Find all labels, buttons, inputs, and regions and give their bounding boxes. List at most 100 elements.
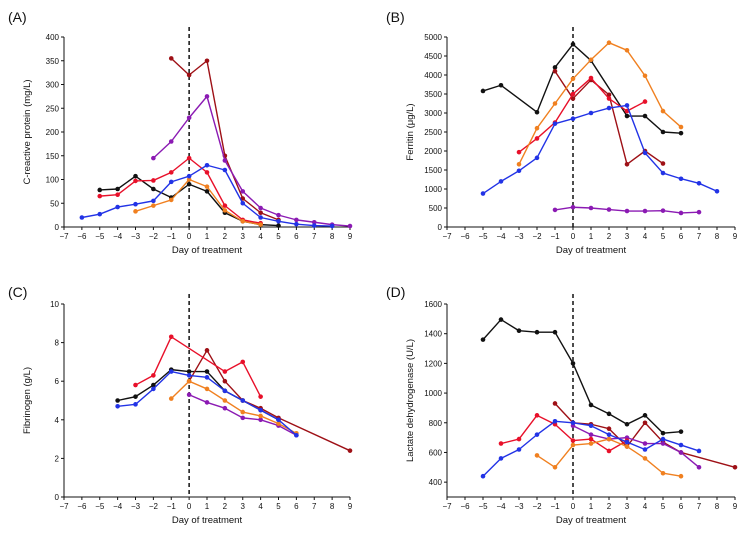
y-tick-label: 200 — [46, 128, 60, 137]
x-tick-label: 5 — [276, 232, 281, 241]
data-point-black — [588, 402, 594, 408]
x-tick-label: 4 — [643, 232, 648, 241]
data-point-purple — [240, 189, 246, 194]
data-point-purple — [624, 208, 630, 214]
series-line-orange — [536, 438, 682, 477]
x-tick-label: −6 — [77, 232, 87, 241]
data-point-blue — [151, 198, 156, 204]
data-point-red — [258, 394, 263, 399]
x-tick-label: 9 — [348, 502, 353, 511]
y-tick-label: 1000 — [424, 185, 442, 194]
y-tick-label: 4 — [55, 416, 60, 425]
data-point-purple — [294, 217, 299, 223]
data-point-purple — [168, 139, 174, 144]
data-point-black — [624, 421, 630, 427]
x-tick-label: −4 — [113, 502, 123, 511]
data-point-orange — [151, 203, 156, 208]
data-point-orange — [606, 436, 612, 442]
series-line-red — [518, 77, 646, 153]
data-point-purple — [222, 158, 228, 163]
data-point-red — [588, 75, 594, 81]
data-point-black — [204, 189, 210, 194]
x-tick-label: −3 — [131, 232, 141, 241]
data-point-blue — [480, 191, 486, 196]
data-point-purple — [696, 465, 702, 470]
series-line-black — [117, 368, 279, 421]
x-tick-label: 2 — [223, 502, 228, 511]
data-point-orange — [240, 409, 246, 415]
data-point-red — [642, 99, 648, 104]
data-point-purple — [258, 417, 263, 423]
x-tick-label: 1 — [589, 502, 594, 511]
data-point-blue — [204, 162, 210, 168]
data-point-purple — [660, 208, 666, 213]
data-point-blue — [678, 176, 684, 182]
data-point-blue — [79, 215, 85, 220]
x-tick-label: −6 — [460, 232, 470, 241]
data-point-black — [204, 369, 210, 374]
data-point-blue — [606, 105, 612, 111]
x-tick-label: 1 — [205, 502, 210, 511]
series-line-purple — [152, 95, 351, 227]
series-line-black — [482, 43, 682, 134]
x-tick-label: 4 — [258, 232, 263, 241]
x-axis-label: Day of treatment — [556, 515, 627, 526]
y-tick-label: 300 — [46, 81, 60, 90]
y-tick-label: 500 — [429, 204, 443, 213]
series-line-orange — [170, 380, 297, 434]
data-point-orange — [276, 421, 281, 426]
data-point-orange — [534, 125, 540, 131]
data-point-orange — [240, 219, 246, 224]
data-point-purple — [204, 94, 210, 99]
data-point-blue — [660, 170, 666, 176]
y-tick-label: 6 — [55, 377, 60, 386]
data-point-black — [552, 329, 558, 335]
data-point-blue — [258, 215, 263, 220]
data-point-blue — [534, 432, 540, 437]
data-point-black — [186, 369, 192, 374]
data-point-black — [498, 317, 504, 322]
data-point-red — [606, 96, 612, 101]
data-point-purple — [588, 205, 594, 211]
data-point-orange — [133, 209, 138, 214]
data-point-red — [534, 413, 540, 418]
data-point-red — [516, 149, 522, 155]
data-point-blue — [606, 432, 612, 437]
data-point-black — [133, 173, 138, 179]
data-point-blue — [660, 436, 666, 442]
x-tick-label: −7 — [59, 502, 69, 511]
data-point-blue — [186, 173, 192, 179]
data-point-purple — [222, 405, 228, 411]
data-point-black — [606, 411, 612, 417]
data-point-red — [151, 178, 156, 183]
data-point-blue — [588, 423, 594, 429]
data-point-red — [570, 91, 576, 97]
data-point-orange — [258, 222, 263, 227]
data-point-blue — [133, 402, 138, 407]
data-point-orange — [624, 444, 630, 449]
data-point-red — [534, 136, 540, 141]
panel-2: (B) −7 −6 −5 −4 −3 −2 −1 0 1 2 3 4 5 6 7 8 9 0 500 1000 1500 2… — [386, 9, 738, 256]
x-tick-label: −5 — [478, 232, 488, 241]
data-point-blue — [311, 223, 317, 228]
data-point-black — [624, 113, 630, 119]
panel-label: (A) — [8, 9, 27, 25]
series-line-purple — [572, 425, 700, 468]
data-point-darkred — [258, 210, 263, 216]
data-point-black — [660, 129, 666, 135]
data-point-orange — [552, 101, 558, 106]
x-tick-label: 8 — [715, 502, 720, 511]
data-point-blue — [696, 181, 702, 186]
panel-4: (D) −7 −6 −5 −4 −3 −2 −1 0 1 2 3 4 5 6 7 8 9 400 600 800 1000… — [386, 284, 738, 526]
y-tick-label: 3000 — [424, 109, 442, 118]
data-point-orange — [222, 398, 228, 403]
data-point-darkred — [347, 448, 353, 453]
data-point-blue — [240, 200, 246, 206]
data-point-red — [606, 448, 612, 454]
x-tick-label: 3 — [625, 232, 630, 241]
series-line-red — [500, 414, 628, 452]
data-point-purple — [642, 441, 648, 446]
data-point-black — [115, 186, 120, 192]
data-point-black — [678, 429, 684, 434]
data-point-black — [534, 109, 540, 115]
